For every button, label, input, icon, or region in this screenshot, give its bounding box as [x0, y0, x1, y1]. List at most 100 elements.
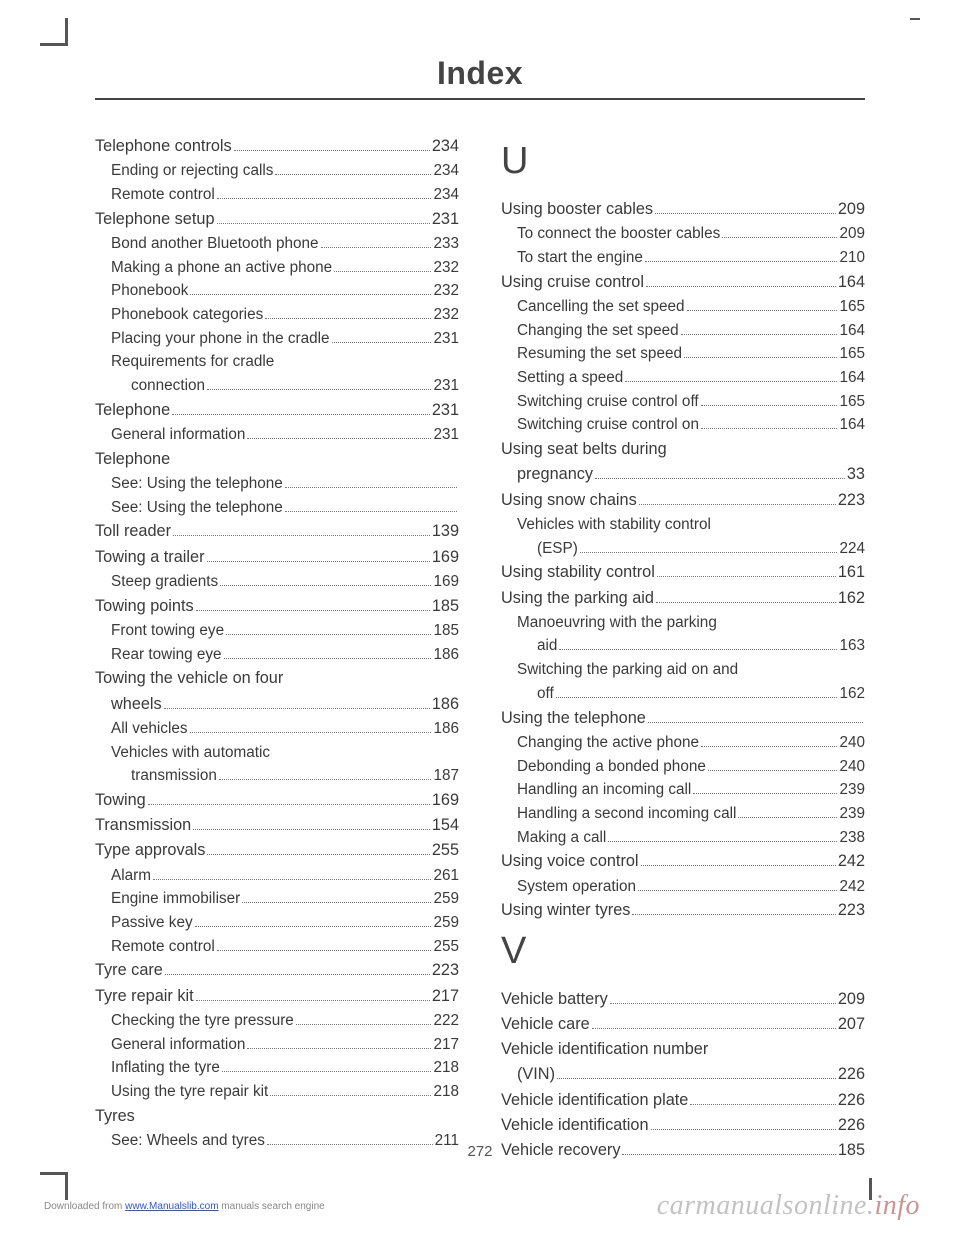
entry-page: 165 [839, 295, 865, 319]
index-entry-main: Tyre repair kit217 [95, 984, 459, 1009]
index-entry-main: Towing a trailer169 [95, 545, 459, 570]
entry-page: 232 [433, 279, 459, 303]
index-entry-sub: General information217 [95, 1033, 459, 1057]
entry-page: 162 [838, 586, 865, 611]
entry-label: Vehicle battery [501, 987, 608, 1012]
entry-label: Handling a second incoming call [517, 802, 736, 826]
entry-page: 223 [838, 898, 865, 923]
entry-page: 186 [433, 643, 459, 667]
page-number: 272 [0, 1143, 960, 1160]
entry-page: 259 [433, 911, 459, 935]
leader-dots [321, 247, 432, 248]
entry-label: Tyre care [95, 958, 163, 983]
index-entry-main: Tyres [95, 1104, 459, 1129]
entry-label: Checking the tyre pressure [111, 1009, 294, 1033]
entry-label: Tyres [95, 1104, 135, 1129]
index-entry-sub: Resuming the set speed 165 [501, 342, 865, 366]
entry-label: Switching cruise control on [517, 413, 699, 437]
index-entry-sub: transmission187 [95, 764, 459, 788]
entry-page: 185 [432, 594, 459, 619]
crop-mark-tr [910, 18, 920, 20]
entry-page: 231 [432, 207, 459, 232]
index-entry-main: Towing points185 [95, 594, 459, 619]
index-entry-main: Telephone setup231 [95, 207, 459, 232]
leader-dots [195, 926, 432, 927]
index-entry-sub: Using the tyre repair kit218 [95, 1080, 459, 1104]
index-entry-sub: Remote control255 [95, 935, 459, 959]
leader-dots [645, 261, 838, 262]
index-entry-main: Vehicle care207 [501, 1012, 865, 1037]
index-entry-main: Using winter tyres 223 [501, 898, 865, 923]
index-entry-main: Telephone controls234 [95, 134, 459, 159]
entry-page: 218 [433, 1056, 459, 1080]
page-content: Index Telephone controls234Ending or rej… [0, 0, 960, 1163]
leader-dots [638, 890, 837, 891]
entry-label: See: Using the telephone [111, 496, 283, 520]
entry-page: 186 [433, 717, 459, 741]
entry-label: Using the tyre repair kit [111, 1080, 268, 1104]
entry-label: Passive key [111, 911, 193, 935]
index-entry-main: Using snow chains223 [501, 488, 865, 513]
index-entry-sub: Checking the tyre pressure222 [95, 1009, 459, 1033]
leader-dots [651, 1129, 836, 1130]
entry-page: 209 [838, 197, 865, 222]
leader-dots [226, 634, 431, 635]
entry-page: 223 [838, 488, 865, 513]
entry-page: 164 [838, 270, 865, 295]
entry-label: Making a phone an active phone [111, 256, 332, 280]
index-entry-sub: Passive key 259 [95, 911, 459, 935]
entry-label: Bond another Bluetooth phone [111, 232, 319, 256]
index-entry-sub: Bond another Bluetooth phone233 [95, 232, 459, 256]
footer-link[interactable]: www.Manualslib.com [125, 1201, 218, 1212]
entry-page: 169 [432, 788, 459, 813]
entry-label: Rear towing eye [111, 643, 222, 667]
entry-page: 231 [433, 423, 459, 447]
title-rule [95, 98, 865, 100]
leader-dots [684, 357, 838, 358]
index-entry-sub: connection231 [95, 374, 459, 398]
index-entry-sub: System operation242 [501, 875, 865, 899]
index-entry-main: pregnancy33 [501, 462, 865, 487]
entry-page: 162 [839, 682, 865, 706]
entry-label: General information [111, 423, 245, 447]
entry-label: Using winter tyres [501, 898, 630, 923]
entry-label: General information [111, 1033, 245, 1057]
index-entry-sub: Changing the set speed164 [501, 319, 865, 343]
entry-page: 163 [839, 634, 865, 658]
entry-label: Debonding a bonded phone [517, 755, 706, 779]
entry-label: Telephone [95, 398, 170, 423]
leader-dots [690, 1104, 835, 1105]
leader-dots [173, 535, 430, 536]
leader-dots [234, 150, 430, 151]
entry-page: 165 [839, 342, 865, 366]
leader-dots [610, 1003, 836, 1004]
entry-label: Resuming the set speed [517, 342, 682, 366]
watermark: carmanualsonline.info [657, 1190, 920, 1222]
index-entry-main: Transmission154 [95, 813, 459, 838]
left-column: Telephone controls234Ending or rejecting… [95, 134, 459, 1163]
index-entry-main: Using the parking aid162 [501, 586, 865, 611]
footer-source: Downloaded from www.Manualslib.com manua… [44, 1201, 325, 1212]
entry-label: Vehicle identification [501, 1113, 649, 1138]
entry-label: Tyre repair kit [95, 984, 194, 1009]
entry-label: Using cruise control [501, 270, 644, 295]
index-entry-sub: Making a call238 [501, 826, 865, 850]
index-entry-sub: Manoeuvring with the parking [501, 611, 865, 635]
leader-dots [722, 237, 837, 238]
leader-dots [639, 504, 836, 505]
entry-page: 231 [432, 398, 459, 423]
index-entry-sub: General information 231 [95, 423, 459, 447]
index-entry-sub: Cancelling the set speed165 [501, 295, 865, 319]
index-entry-sub: Handling a second incoming call239 [501, 802, 865, 826]
entry-page: 231 [433, 374, 459, 398]
entry-page: 238 [839, 826, 865, 850]
index-entry-main: Vehicle identification plate226 [501, 1088, 865, 1113]
entry-label: (VIN) [517, 1062, 555, 1087]
section-letter: U [501, 140, 865, 183]
entry-label: Phonebook categories [111, 303, 263, 327]
watermark-part: info [874, 1190, 920, 1221]
index-entry-sub: (ESP)224 [501, 537, 865, 561]
leader-dots [656, 602, 836, 603]
footer-text-2: manuals search engine [219, 1201, 325, 1212]
leader-dots [165, 974, 430, 975]
